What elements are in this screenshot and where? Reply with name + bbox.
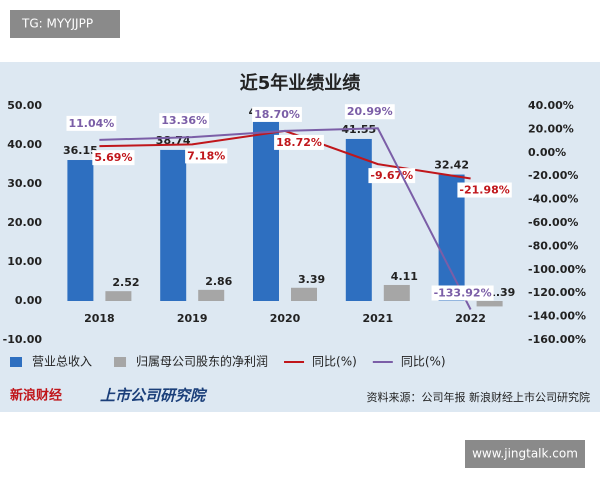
data-label: 11.04% xyxy=(68,117,114,130)
data-label-box xyxy=(274,134,324,150)
data-label-box xyxy=(252,106,302,122)
y2-tick-label: -140.00% xyxy=(528,310,586,323)
data-label-box xyxy=(92,150,135,166)
legend-label: 营业总收入 xyxy=(32,355,92,369)
y-tick-label: 10.00 xyxy=(7,255,42,268)
y2-tick-label: -40.00% xyxy=(528,193,578,206)
y-tick-label: 40.00 xyxy=(7,138,42,151)
data-label-box xyxy=(457,182,512,198)
bar-value-label: 2.52 xyxy=(112,276,139,289)
bar xyxy=(67,160,94,301)
data-label: -133.92% xyxy=(434,286,492,299)
url-box xyxy=(465,440,585,468)
data-label-box xyxy=(66,115,117,131)
y2-tick-label: -80.00% xyxy=(528,239,578,252)
legend-label: 归属母公司股东的净利润 xyxy=(136,354,268,369)
watermark: TG: MYYJJPP xyxy=(21,17,93,31)
y2-tick-label: -120.00% xyxy=(528,286,586,299)
x-tick-label: 2018 xyxy=(84,312,115,325)
footer-url: www.jingtalk.com xyxy=(472,447,578,461)
y2-tick-label: -100.00% xyxy=(528,263,586,276)
y-tick-label: 0.00 xyxy=(15,294,42,307)
data-label-box xyxy=(185,148,228,164)
data-label-box xyxy=(431,285,494,301)
legend-swatch xyxy=(10,357,22,367)
y2-tick-label: -20.00% xyxy=(528,169,578,182)
data-label: 7.18% xyxy=(187,149,225,162)
data-label-box xyxy=(159,113,210,129)
bar xyxy=(476,301,503,307)
data-label: -9.67% xyxy=(370,169,413,182)
legend-label: 同比(%) xyxy=(401,355,446,369)
bar xyxy=(383,284,410,301)
y-tick-label: 30.00 xyxy=(7,177,42,190)
plot: -10.00 0.00 10.00 20.00 30.00 40.00 50.00 -160.… xyxy=(3,99,586,369)
bar-value-label: 32.42 xyxy=(434,159,469,172)
bar-value-label: 2.86 xyxy=(205,275,232,288)
x-tick-label: 2021 xyxy=(362,312,393,325)
bar-value-label: 3.39 xyxy=(298,273,325,286)
line xyxy=(99,127,472,310)
bar xyxy=(253,121,279,301)
chart-title: 近5年业绩业绩 xyxy=(240,72,361,94)
bar xyxy=(345,138,372,301)
data-label: 18.70% xyxy=(254,108,300,121)
data-label: 20.99% xyxy=(347,105,393,118)
y-tick-label: -10.00 xyxy=(3,333,43,346)
bar-value-label: 36.15 xyxy=(63,144,98,157)
x-tick-label: 2020 xyxy=(270,312,301,325)
data-label: 18.72% xyxy=(276,136,322,149)
logo-right: 上市公司研究院 xyxy=(100,387,208,405)
bar xyxy=(198,289,225,301)
legend-swatch xyxy=(114,357,127,367)
bar xyxy=(291,287,317,301)
data-label: -21.98% xyxy=(459,184,509,197)
y2-tick-label: -60.00% xyxy=(528,216,578,229)
bar xyxy=(105,291,132,301)
x-tick-label: 2022 xyxy=(455,312,486,325)
y-tick-label: 20.00 xyxy=(7,216,42,229)
source: 资料来源：公司年报 新浪财经上市公司研究院 xyxy=(367,390,591,404)
y2-tick-label: 0.00% xyxy=(528,146,566,159)
y2-tick-label: -160.00% xyxy=(528,333,586,346)
bar-value-label: 4.11 xyxy=(391,270,418,283)
y-tick-label: 50.00 xyxy=(7,99,42,112)
logo-left: 新浪财经 xyxy=(10,388,62,404)
x-tick-label: 2019 xyxy=(177,312,208,325)
data-label: 13.36% xyxy=(161,114,207,127)
y2-tick-label: 40.00% xyxy=(528,99,574,112)
data-label: 5.69% xyxy=(94,151,132,164)
bar xyxy=(160,149,187,301)
y2-tick-label: 20.00% xyxy=(528,122,574,135)
legend-label: 同比(%) xyxy=(312,355,357,369)
watermark-box xyxy=(10,10,120,38)
data-label-box xyxy=(344,104,395,120)
